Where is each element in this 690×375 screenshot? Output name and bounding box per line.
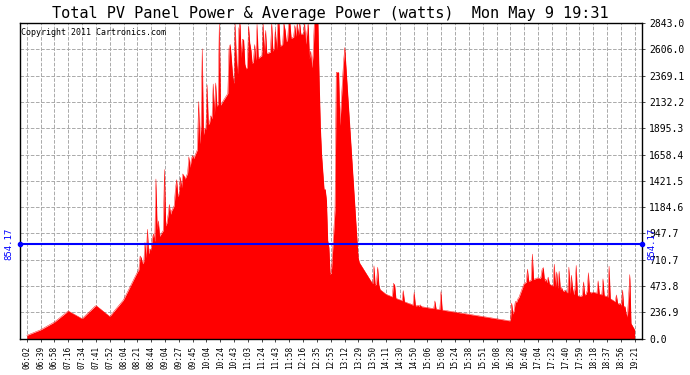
Text: Copyright 2011 Cartronics.com: Copyright 2011 Cartronics.com xyxy=(21,28,166,37)
Text: 854.17: 854.17 xyxy=(648,228,657,260)
Text: 854.17: 854.17 xyxy=(5,228,14,260)
Title: Total PV Panel Power & Average Power (watts)  Mon May 9 19:31: Total PV Panel Power & Average Power (wa… xyxy=(52,6,609,21)
